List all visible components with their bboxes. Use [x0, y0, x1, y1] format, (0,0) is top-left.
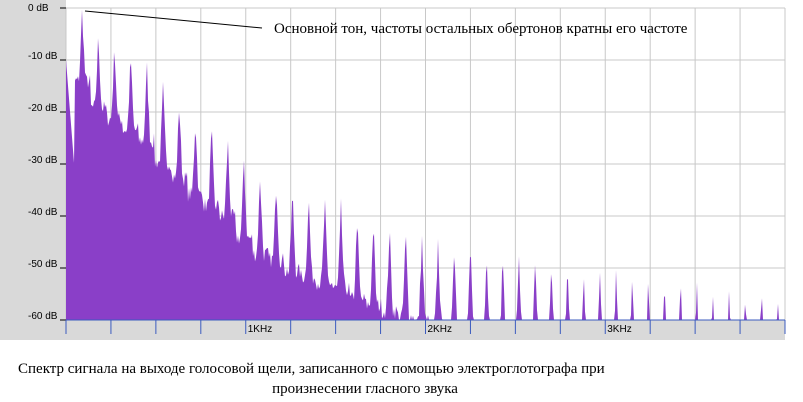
y-tick-label: -40 dB — [28, 207, 58, 218]
y-tick-label: -50 dB — [28, 259, 58, 270]
annotation-text: Основной тон, частоты остальных обертоно… — [274, 21, 688, 37]
y-axis-panel — [0, 0, 66, 340]
y-tick-label: -10 dB — [28, 51, 58, 62]
y-tick-label: 0 dB — [28, 3, 49, 14]
caption-line-2: произнесении гласного звука — [272, 381, 458, 397]
x-tick-label: 2KHz — [428, 324, 452, 335]
x-tick-label: 3KHz — [607, 324, 631, 335]
x-tick-label: 1KHz — [248, 324, 272, 335]
y-tick-label: -30 dB — [28, 155, 58, 166]
y-tick-label: -20 dB — [28, 103, 58, 114]
y-tick-label: -60 dB — [28, 311, 58, 322]
y-axis: 0 dB -10 dB -20 dB -30 dB -40 dB -50 dB -60 dB — [28, 3, 66, 322]
spectrum-area — [66, 9, 785, 320]
caption-line-1: Спектр сигнала на выходе голосовой щели,… — [18, 361, 605, 377]
x-axis: 1KHz 2KHz 3KHz — [65, 319, 786, 335]
annotation-pointer — [84, 10, 263, 29]
